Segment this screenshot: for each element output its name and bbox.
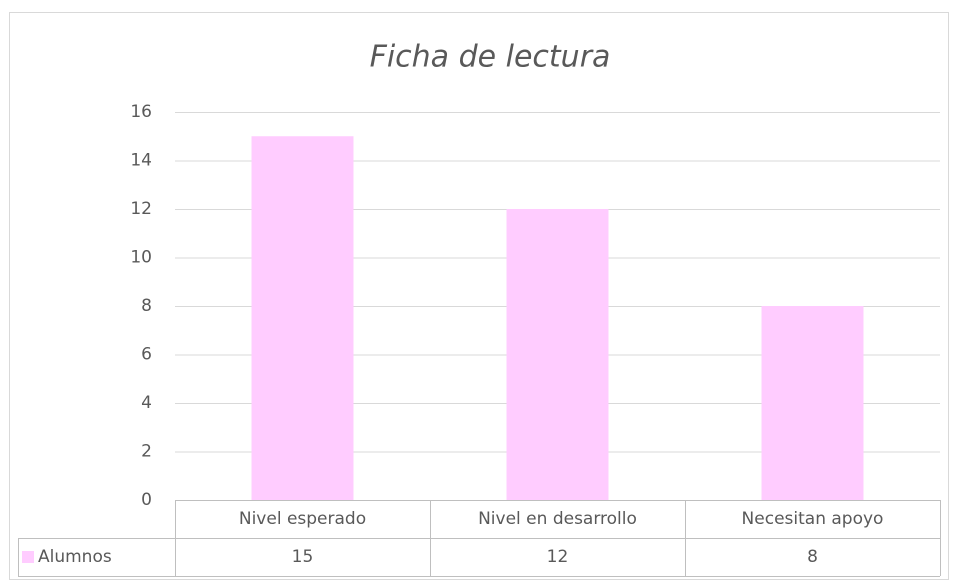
- bar: [251, 136, 354, 500]
- y-tick-label: 4: [141, 393, 152, 413]
- y-tick-label: 0: [141, 490, 152, 510]
- y-tick-label: 8: [141, 296, 152, 316]
- bar: [506, 209, 609, 500]
- y-tick-label: 16: [130, 102, 152, 122]
- legend-label: Alumnos: [38, 547, 112, 567]
- legend-swatch: [22, 551, 34, 563]
- table-value: 12: [547, 547, 569, 567]
- x-tick-label: Nivel en desarrollo: [478, 509, 637, 529]
- chart-title: Ficha de lectura: [370, 40, 611, 75]
- table-value: 8: [807, 547, 818, 567]
- y-tick-label: 14: [130, 151, 152, 171]
- y-tick-label: 10: [130, 248, 152, 268]
- y-tick-label: 12: [130, 199, 152, 219]
- x-tick-label: Nivel esperado: [239, 509, 366, 529]
- y-tick-label: 2: [141, 442, 152, 462]
- x-tick-label: Necesitan apoyo: [742, 509, 884, 529]
- y-tick-label: 6: [141, 345, 152, 365]
- table-value: 15: [292, 547, 314, 567]
- bar: [761, 306, 864, 500]
